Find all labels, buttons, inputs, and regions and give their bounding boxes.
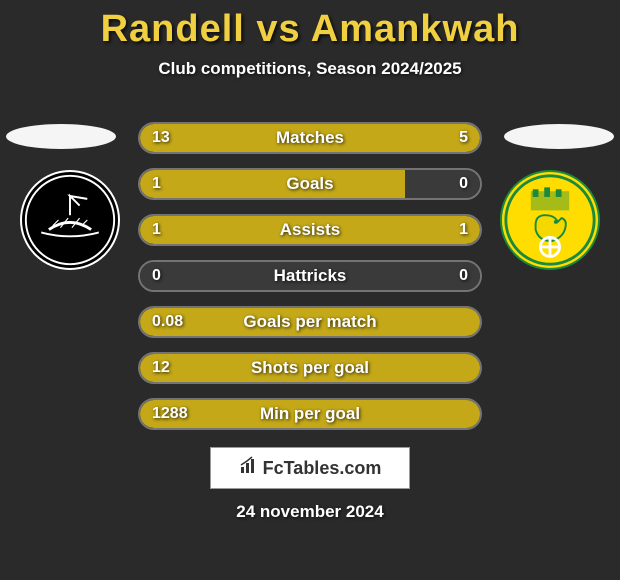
stat-label: Hattricks [140, 262, 480, 290]
page-title: Randell vs Amankwah [0, 0, 620, 51]
stat-bar-row: 12Shots per goal [138, 352, 482, 384]
subtitle: Club competitions, Season 2024/2025 [0, 59, 620, 79]
stat-bar-row: 0Hattricks0 [138, 260, 482, 292]
player-ellipse-right [504, 124, 614, 149]
stat-value-right: 1 [459, 216, 468, 244]
stat-bar-row: 13Matches5 [138, 122, 482, 154]
stat-bar-row: 1Assists1 [138, 214, 482, 246]
club-crest-right [500, 170, 600, 270]
date: 24 november 2024 [0, 502, 620, 522]
stat-label: Shots per goal [140, 354, 480, 382]
stat-label: Matches [140, 124, 480, 152]
site-logo-text: FcTables.com [263, 458, 382, 478]
stat-bar-row: 1288Min per goal [138, 398, 482, 430]
stat-value-right: 0 [459, 170, 468, 198]
stat-label: Goals [140, 170, 480, 198]
stat-value-right: 5 [459, 124, 468, 152]
stat-bar-row: 0.08Goals per match [138, 306, 482, 338]
club-crest-left [20, 170, 120, 270]
stat-label: Assists [140, 216, 480, 244]
stat-bar-row: 1Goals0 [138, 168, 482, 200]
stat-label: Goals per match [140, 308, 480, 336]
norwich-crest-icon [502, 172, 598, 268]
plymouth-crest-icon [22, 172, 118, 268]
site-logo: FcTables.com [210, 447, 410, 489]
player-ellipse-left [6, 124, 116, 149]
stat-value-right: 0 [459, 262, 468, 290]
stat-label: Min per goal [140, 400, 480, 428]
stat-bars-container: 13Matches51Goals01Assists10Hattricks00.0… [138, 122, 482, 444]
chart-icon [239, 449, 259, 489]
